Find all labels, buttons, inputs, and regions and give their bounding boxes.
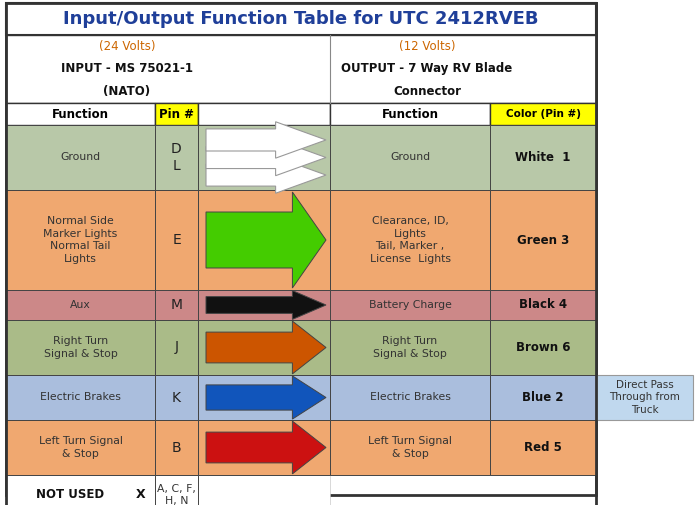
Bar (330, 190, 490, 290)
Text: Function: Function (382, 108, 438, 121)
Text: B: B (172, 440, 181, 454)
Text: Right Turn
Signal & Stop: Right Turn Signal & Stop (43, 336, 117, 359)
Polygon shape (206, 421, 326, 474)
Bar (198, 190, 330, 290)
Text: E: E (172, 233, 181, 247)
Bar (330, 420, 490, 475)
Text: Ground: Ground (60, 153, 101, 163)
Polygon shape (206, 192, 326, 288)
Bar (490, 125, 596, 190)
Polygon shape (206, 321, 326, 374)
Bar (6, 125, 155, 190)
Text: Blue 2: Blue 2 (522, 391, 564, 404)
Text: (12 Volts): (12 Volts) (398, 40, 455, 53)
Text: Electric Brakes: Electric Brakes (370, 392, 450, 402)
Text: A, C, F,
H, N: A, C, F, H, N (157, 484, 196, 505)
Text: Electric Brakes: Electric Brakes (40, 392, 121, 402)
Bar (155, 290, 198, 320)
Text: Aux: Aux (70, 300, 91, 310)
Bar (6, 35, 596, 103)
Bar (330, 125, 490, 190)
Bar (490, 190, 596, 290)
Text: X: X (136, 488, 146, 501)
Text: OUTPUT - 7 Way RV Blade: OUTPUT - 7 Way RV Blade (341, 62, 512, 75)
Bar (490, 290, 596, 320)
Bar (596, 375, 693, 420)
Text: J: J (175, 340, 178, 355)
Text: Color (Pin #): Color (Pin #) (505, 109, 580, 119)
Polygon shape (206, 122, 326, 158)
Bar (6, 375, 155, 420)
Text: M: M (171, 298, 182, 312)
Text: White  1: White 1 (515, 151, 570, 164)
Text: Red 5: Red 5 (524, 441, 562, 454)
Bar (6, 3, 596, 505)
Bar (6, 3, 596, 35)
Bar (6, 320, 155, 375)
Polygon shape (206, 290, 326, 319)
Text: Black 4: Black 4 (519, 298, 567, 312)
Bar (155, 103, 198, 125)
Text: Ground: Ground (390, 153, 430, 163)
Bar (330, 375, 490, 420)
Bar (6, 190, 155, 290)
Bar (198, 290, 330, 320)
Text: Input/Output Function Table for UTC 2412RVEB: Input/Output Function Table for UTC 2412… (63, 10, 539, 28)
Text: Direct Pass
Through from
Truck: Direct Pass Through from Truck (609, 380, 680, 415)
Text: Normal Side
Marker Lights
Normal Tail
Lights: Normal Side Marker Lights Normal Tail Li… (43, 217, 117, 264)
Bar (155, 125, 198, 190)
Text: INPUT - MS 75021-1: INPUT - MS 75021-1 (61, 62, 193, 75)
Bar (6, 420, 155, 475)
Text: Right Turn
Signal & Stop: Right Turn Signal & Stop (373, 336, 447, 359)
Bar (155, 375, 198, 420)
Bar (490, 103, 596, 125)
Text: Clearance, ID,
Lights
Tail, Marker ,
License  Lights: Clearance, ID, Lights Tail, Marker , Lic… (370, 217, 450, 264)
Text: Connector: Connector (393, 85, 461, 98)
Text: (NATO): (NATO) (103, 85, 150, 98)
Bar (6, 290, 155, 320)
Text: Pin #: Pin # (159, 108, 194, 121)
Bar (198, 320, 330, 375)
Bar (330, 103, 490, 125)
Text: Green 3: Green 3 (517, 233, 569, 246)
Bar (6, 475, 155, 505)
Bar (490, 375, 596, 420)
Text: Left Turn Signal
& Stop: Left Turn Signal & Stop (368, 436, 452, 459)
Text: NOT USED: NOT USED (36, 488, 105, 501)
Text: Left Turn Signal
& Stop: Left Turn Signal & Stop (38, 436, 122, 459)
Bar (330, 290, 490, 320)
Bar (198, 125, 330, 190)
Text: Brown 6: Brown 6 (516, 341, 570, 354)
Bar (155, 190, 198, 290)
Bar (198, 103, 330, 125)
Bar (6, 103, 155, 125)
Text: Function: Function (52, 108, 109, 121)
Bar (490, 420, 596, 475)
Text: K: K (172, 390, 181, 405)
Bar (198, 420, 330, 475)
Bar (198, 475, 330, 505)
Bar (330, 320, 490, 375)
Text: D
L: D L (171, 142, 182, 173)
Polygon shape (206, 376, 326, 419)
Bar (6, 3, 596, 495)
Bar (490, 320, 596, 375)
Bar (155, 420, 198, 475)
Polygon shape (206, 157, 326, 193)
Bar (198, 375, 330, 420)
Bar (155, 320, 198, 375)
Text: Battery Charge: Battery Charge (368, 300, 452, 310)
Bar (155, 475, 198, 505)
Text: (24 Volts): (24 Volts) (99, 40, 155, 53)
Polygon shape (206, 139, 326, 176)
